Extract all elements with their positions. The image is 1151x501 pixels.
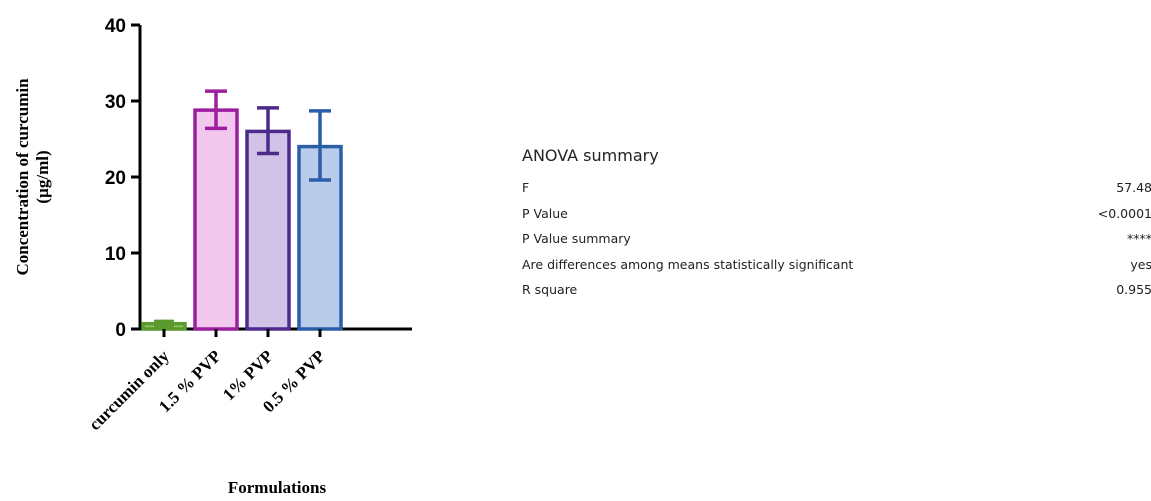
anova-row-value: **** [1127, 231, 1151, 247]
y-tick-label: 0 [115, 320, 126, 341]
y-axis-title: Concentration of curcumin(µg/ml) [13, 78, 52, 276]
anova-row-label: R square [522, 282, 578, 298]
y-axis-title-line: Concentration of curcumin [13, 78, 32, 276]
x-tick-label: curcumin only [85, 346, 173, 434]
anova-row-r-square: R square 0.955 [522, 277, 1151, 303]
anova-row-label: P Value summary [522, 231, 631, 247]
anova-summary-table: ANOVA summary F 57.48 P Value <0.0001 P … [522, 146, 1151, 303]
anova-title: ANOVA summary [522, 146, 659, 165]
anova-row-f: F 57.48 [522, 175, 1151, 201]
y-tick-label: 20 [105, 168, 126, 189]
anova-row-p-summary: P Value summary **** [522, 226, 1151, 252]
anova-row-label: P Value [522, 205, 568, 221]
anova-row-label: F [522, 180, 530, 196]
anova-row-value: 0.955 [1116, 282, 1151, 298]
y-tick-label: 30 [105, 92, 126, 113]
anova-row-value: 57.48 [1116, 180, 1151, 196]
anova-row-label: Are differences among means statisticall… [522, 256, 854, 272]
y-axis-title-line: (µg/ml) [33, 150, 52, 203]
y-tick-label: 40 [105, 16, 126, 37]
y-tick-label: 10 [105, 244, 126, 265]
anova-row-p-value: P Value <0.0001 [522, 201, 1151, 227]
bar [245, 129, 291, 331]
bar [193, 108, 239, 331]
anova-row-significance: Are differences among means statisticall… [522, 252, 1151, 278]
anova-row-value: <0.0001 [1097, 205, 1151, 221]
anova-row-value: yes [1130, 256, 1151, 272]
x-axis-title: Formulations [228, 478, 327, 497]
